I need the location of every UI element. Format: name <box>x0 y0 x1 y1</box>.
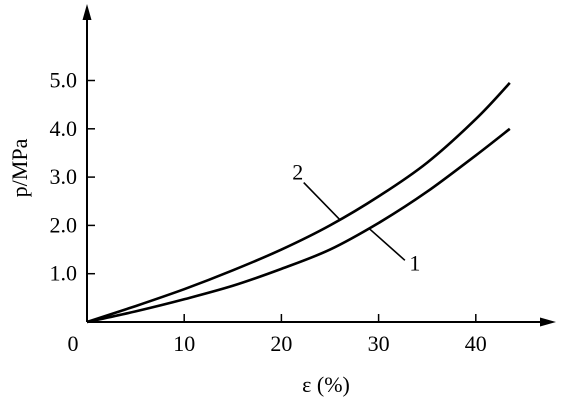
x-tick-label: 30 <box>368 331 390 356</box>
y-axis-arrowhead <box>82 4 92 20</box>
series-layer <box>86 82 511 324</box>
annotation-leader-2 <box>303 182 341 221</box>
annotation-layer: 21 <box>292 160 420 276</box>
y-tick-label: 2.0 <box>50 212 78 237</box>
y-ticks: 1.0 2.0 3.0 4.0 5.0 <box>50 68 95 286</box>
x-axis-arrowhead <box>540 317 556 327</box>
annotation-leader-1 <box>368 227 406 261</box>
y-axis-label: p/MPa <box>7 138 32 197</box>
axes <box>82 4 556 327</box>
y-tick-label: 3.0 <box>50 164 78 189</box>
series-line-2 <box>86 82 511 324</box>
annotation-label-1: 1 <box>409 250 420 275</box>
x-axis-label: ε (%) <box>302 372 350 397</box>
y-tick-label: 1.0 <box>50 261 78 286</box>
y-tick-label: 4.0 <box>50 116 78 141</box>
x-ticks: 0 10 20 30 40 <box>68 314 487 356</box>
series-line-1 <box>86 127 511 324</box>
x-tick-label: 40 <box>465 331 487 356</box>
annotation-label-2: 2 <box>292 160 303 185</box>
x-tick-label: 20 <box>270 331 292 356</box>
x-tick-label: 0 <box>68 331 79 356</box>
x-tick-label: 10 <box>173 331 195 356</box>
y-tick-label: 5.0 <box>50 68 78 93</box>
